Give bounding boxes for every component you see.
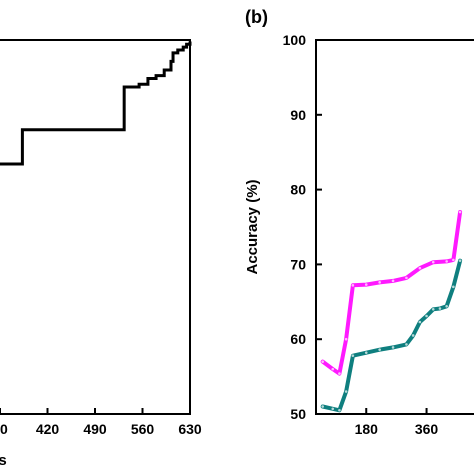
panel-a-x-tick-label: 490 bbox=[83, 421, 107, 437]
panel-b-series bbox=[320, 210, 463, 413]
panel-b-series-1-point bbox=[405, 276, 408, 280]
panel-b-series-1-point bbox=[351, 284, 355, 287]
panel-a-x-tick-label: 630 bbox=[178, 421, 202, 437]
panel-b-y-ticks bbox=[316, 39, 322, 415]
panel-b-series-2-point bbox=[331, 407, 335, 411]
panel-b-y-tick-label: 70 bbox=[290, 256, 306, 272]
panel-b-series-1-point bbox=[431, 260, 435, 264]
panel-b-y-axis-label: Accuracy (%) bbox=[244, 179, 261, 274]
panel-b-series-2-point bbox=[405, 343, 408, 346]
panel-b-series-1-point bbox=[321, 360, 325, 363]
panel-b-series-2-point bbox=[351, 354, 355, 357]
panel-b-series-2-point bbox=[344, 390, 348, 393]
panel-b-series-1-point bbox=[344, 337, 348, 341]
panel-b-series-2-point bbox=[425, 314, 428, 318]
panel-b-y-tick-label: 100 bbox=[283, 32, 307, 48]
panel-b-series-2-point bbox=[411, 334, 415, 337]
panel-b-series-1-point bbox=[418, 266, 422, 270]
panel-b-series-2-point bbox=[458, 259, 462, 262]
panel-b-series-2-point bbox=[321, 405, 325, 408]
panel-b-x-tick-label: 360 bbox=[415, 421, 439, 437]
panel-b-y-tick-labels: 50 60 70 80 90 100 bbox=[283, 32, 307, 422]
panel-a-series bbox=[0, 41, 192, 166]
panel-b-x-ticks bbox=[365, 408, 428, 414]
panel-b-y-tick-label: 60 bbox=[290, 331, 306, 347]
panel-a-x-tick-label: 560 bbox=[131, 421, 155, 437]
panel-b-y-tick-label: 80 bbox=[290, 182, 306, 198]
panel-b-series-2-point bbox=[364, 351, 368, 354]
panel-b-series-1-line bbox=[320, 210, 463, 376]
panel-a-x-tick-label: 50 bbox=[0, 421, 8, 437]
panel-a-x-axis-label: es bbox=[0, 452, 7, 469]
panel-a-axes-frame bbox=[0, 39, 191, 415]
panel-b-series-2-point bbox=[391, 346, 395, 349]
panel-b-series-1-point bbox=[445, 260, 448, 263]
panel-b-series-1-point bbox=[338, 372, 341, 375]
panel-b-axes-frame bbox=[315, 39, 474, 415]
panel-b-series-1-point bbox=[391, 279, 395, 283]
panel-b-series-2-point bbox=[445, 304, 448, 308]
panel-b-series-1-point bbox=[331, 367, 335, 371]
panel-a-x-tick-labels: 50 420 490 560 630 bbox=[0, 421, 202, 437]
panel-b-y-tick-label: 50 bbox=[290, 406, 306, 422]
panel-b-series-2-point bbox=[452, 285, 455, 289]
panel-a-x-tick-label: 420 bbox=[36, 421, 60, 437]
panel-b-series-1-point bbox=[458, 210, 462, 214]
panel-a: 50 420 490 560 630 es bbox=[0, 39, 202, 469]
panel-b-x-tick-label: 180 bbox=[355, 421, 379, 437]
panel-b-series-2-point bbox=[418, 320, 422, 324]
panel-a-x-ticks bbox=[0, 408, 191, 414]
panel-b: (b) 50 60 70 80 90 100 180 360 Accuracy (%) bbox=[244, 7, 474, 437]
panel-b-series-1-point bbox=[378, 281, 381, 284]
panel-b-series-2-line bbox=[320, 258, 463, 413]
panel-a-series-line bbox=[0, 41, 192, 166]
panel-b-series-2-point bbox=[338, 408, 341, 412]
panel-b-label: (b) bbox=[245, 7, 268, 27]
panel-b-series-1-point bbox=[452, 258, 455, 262]
panel-b-series-1-point bbox=[364, 283, 368, 286]
panel-b-series-2-point bbox=[438, 307, 442, 310]
panel-b-series-2-point bbox=[431, 307, 435, 311]
panel-b-series-2-point bbox=[378, 348, 381, 351]
panel-b-y-tick-label: 90 bbox=[290, 107, 306, 123]
panel-b-x-tick-labels: 180 360 bbox=[355, 421, 439, 437]
